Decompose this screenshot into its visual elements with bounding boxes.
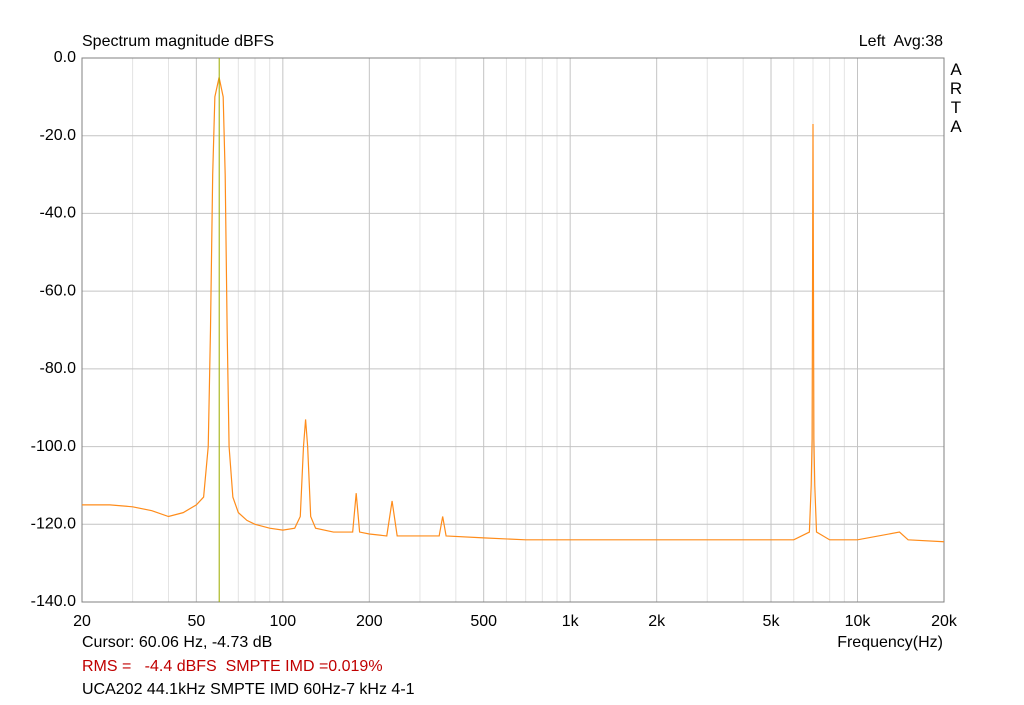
y-tick-label: -20.0 <box>40 127 77 144</box>
x-tick-label: 20k <box>931 613 958 630</box>
chart-title: Spectrum magnitude dBFS <box>82 33 274 50</box>
x-tick-label: 2k <box>648 613 666 630</box>
y-tick-label: -140.0 <box>31 593 76 610</box>
y-tick-label: -40.0 <box>40 205 77 222</box>
x-tick-label: 100 <box>269 613 296 630</box>
x-axis-label: Frequency(Hz) <box>837 634 943 651</box>
y-tick-label: -100.0 <box>31 438 76 455</box>
y-tick-label: -60.0 <box>40 282 77 299</box>
spectrum-line <box>82 77 945 543</box>
x-tick-label: 1k <box>562 613 580 630</box>
brand: ARTA <box>947 60 966 136</box>
x-tick-label: 10k <box>845 613 872 630</box>
channel-info: Left Avg:38 <box>859 33 943 50</box>
x-tick-label: 5k <box>763 613 781 630</box>
cursor-readout: Cursor: 60.06 Hz, -4.73 dB <box>82 634 272 651</box>
y-tick-label: 0.0 <box>54 49 76 66</box>
plot-frame <box>81 57 945 603</box>
x-tick-label: 50 <box>187 613 205 630</box>
x-tick-label: 500 <box>470 613 497 630</box>
device-info: UCA202 44.1kHz SMPTE IMD 60Hz-7 kHz 4-1 <box>82 681 415 698</box>
y-tick-label: -120.0 <box>31 516 76 533</box>
y-tick-label: -80.0 <box>40 360 77 377</box>
x-tick-label: 20 <box>73 613 91 630</box>
rms-readout: RMS = -4.4 dBFS SMPTE IMD =0.019% <box>82 658 383 675</box>
x-tick-label: 200 <box>356 613 383 630</box>
